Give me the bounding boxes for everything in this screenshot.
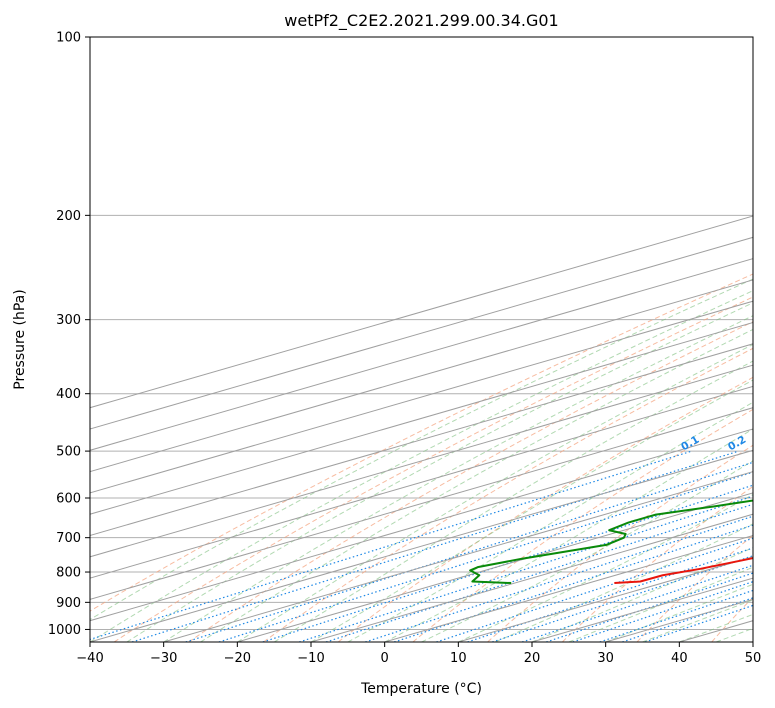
x-tick-label: 10 bbox=[450, 651, 467, 666]
isotherm bbox=[90, 279, 753, 473]
dewpoint-profile bbox=[469, 499, 753, 585]
isotherm bbox=[384, 534, 753, 642]
mixing-ratio-line bbox=[644, 604, 753, 642]
mixing-ratio-line bbox=[325, 503, 753, 642]
moist-adiabat bbox=[384, 428, 753, 642]
x-tick-label: −20 bbox=[224, 651, 251, 666]
x-tick-label: −30 bbox=[150, 651, 177, 666]
mixing-ratio-line bbox=[365, 515, 753, 642]
y-tick-label: 900 bbox=[56, 596, 81, 611]
moist-adiabat bbox=[237, 343, 753, 642]
dry-adiabat bbox=[263, 347, 753, 642]
dry-adiabat bbox=[188, 321, 753, 642]
isotherm bbox=[90, 407, 753, 600]
moist-adiabat bbox=[494, 523, 753, 642]
profile-series bbox=[469, 499, 753, 585]
background-lines bbox=[90, 37, 753, 642]
moist-adiabat bbox=[605, 583, 753, 642]
x-tick-label: 30 bbox=[597, 651, 614, 666]
y-axis-title: Pressure (hPa) bbox=[12, 289, 28, 389]
mixing-ratio-line bbox=[185, 461, 753, 642]
y-tick-label: 700 bbox=[56, 531, 81, 546]
mixing-ratio-line bbox=[299, 495, 753, 642]
chart-title: wetPf2_C2E2.2021.299.00.34.G01 bbox=[284, 11, 558, 31]
isotherm bbox=[90, 364, 753, 558]
y-tick-label: 600 bbox=[56, 492, 81, 507]
axis-ticks: −40 −30 −20 −10 0 10 20 30 40 50 100 200 300 400 500 60… bbox=[48, 31, 761, 667]
isotherm bbox=[90, 321, 753, 515]
y-tick-label: 300 bbox=[56, 313, 81, 328]
isotherm bbox=[310, 513, 753, 642]
moist-adiabat bbox=[458, 493, 753, 642]
x-tick-label: 40 bbox=[671, 651, 688, 666]
isotherm bbox=[90, 258, 753, 451]
x-tick-label: −40 bbox=[76, 651, 103, 666]
isotherm bbox=[90, 449, 753, 642]
x-tick-label: 50 bbox=[745, 651, 762, 666]
moist-adiabat bbox=[90, 290, 753, 642]
y-tick-label: 100 bbox=[56, 31, 81, 46]
x-tick-label: −10 bbox=[297, 651, 324, 666]
mixing-ratio-line bbox=[90, 450, 692, 641]
mixing-ratio-line bbox=[622, 597, 753, 642]
dry-adiabat bbox=[337, 376, 753, 642]
mixing-ratio-line bbox=[393, 524, 753, 642]
isotherm bbox=[90, 428, 753, 622]
isotherm bbox=[237, 492, 753, 642]
dry-adiabat bbox=[90, 273, 753, 612]
moist-adiabat bbox=[126, 302, 753, 642]
y-tick-label: 1000 bbox=[48, 623, 81, 638]
isotherm bbox=[90, 236, 753, 430]
mixing-ratio-line bbox=[218, 471, 753, 642]
moist-adiabat bbox=[347, 401, 753, 642]
x-axis-title: Temperature (°C) bbox=[360, 681, 482, 697]
y-tick-label: 200 bbox=[56, 209, 81, 224]
moist-adiabat bbox=[273, 360, 753, 642]
y-tick-label: 400 bbox=[56, 387, 81, 402]
y-tick-label: 800 bbox=[56, 566, 81, 581]
y-tick-label: 500 bbox=[56, 445, 81, 460]
x-tick-label: 20 bbox=[524, 651, 541, 666]
x-tick-label: 0 bbox=[381, 651, 389, 666]
moist-adiabat bbox=[163, 315, 753, 642]
moist-adiabat bbox=[90, 278, 753, 621]
moist-adiabat bbox=[531, 547, 753, 642]
isotherm bbox=[90, 300, 753, 494]
isotherm bbox=[163, 471, 753, 642]
moist-adiabat bbox=[200, 328, 753, 642]
isotherm bbox=[90, 215, 753, 409]
isotherm bbox=[90, 385, 753, 579]
dry-adiabat bbox=[487, 444, 753, 642]
plot-frame bbox=[89, 36, 754, 643]
